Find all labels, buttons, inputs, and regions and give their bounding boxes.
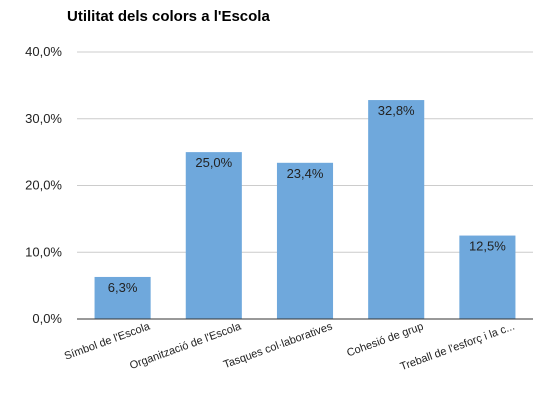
data-label: 6,3% xyxy=(108,280,138,295)
data-label: 25,0% xyxy=(195,155,232,170)
x-tick-label: Cohesió de grup xyxy=(345,321,425,360)
bar xyxy=(185,152,242,319)
y-tick-label: 10,0% xyxy=(25,244,62,259)
bar xyxy=(276,162,334,319)
y-tick-label: 30,0% xyxy=(25,111,62,126)
y-tick-label: 20,0% xyxy=(25,178,62,193)
y-tick-label: 0,0% xyxy=(32,311,62,326)
data-label: 23,4% xyxy=(287,166,324,181)
bar xyxy=(459,235,516,319)
bar xyxy=(94,276,151,319)
y-tick-label: 40,0% xyxy=(25,44,62,59)
data-label: 12,5% xyxy=(469,239,506,254)
chart-title: Utilitat dels colors a l'Escola xyxy=(67,8,270,25)
data-label: 32,8% xyxy=(378,103,415,118)
bar xyxy=(368,100,425,319)
